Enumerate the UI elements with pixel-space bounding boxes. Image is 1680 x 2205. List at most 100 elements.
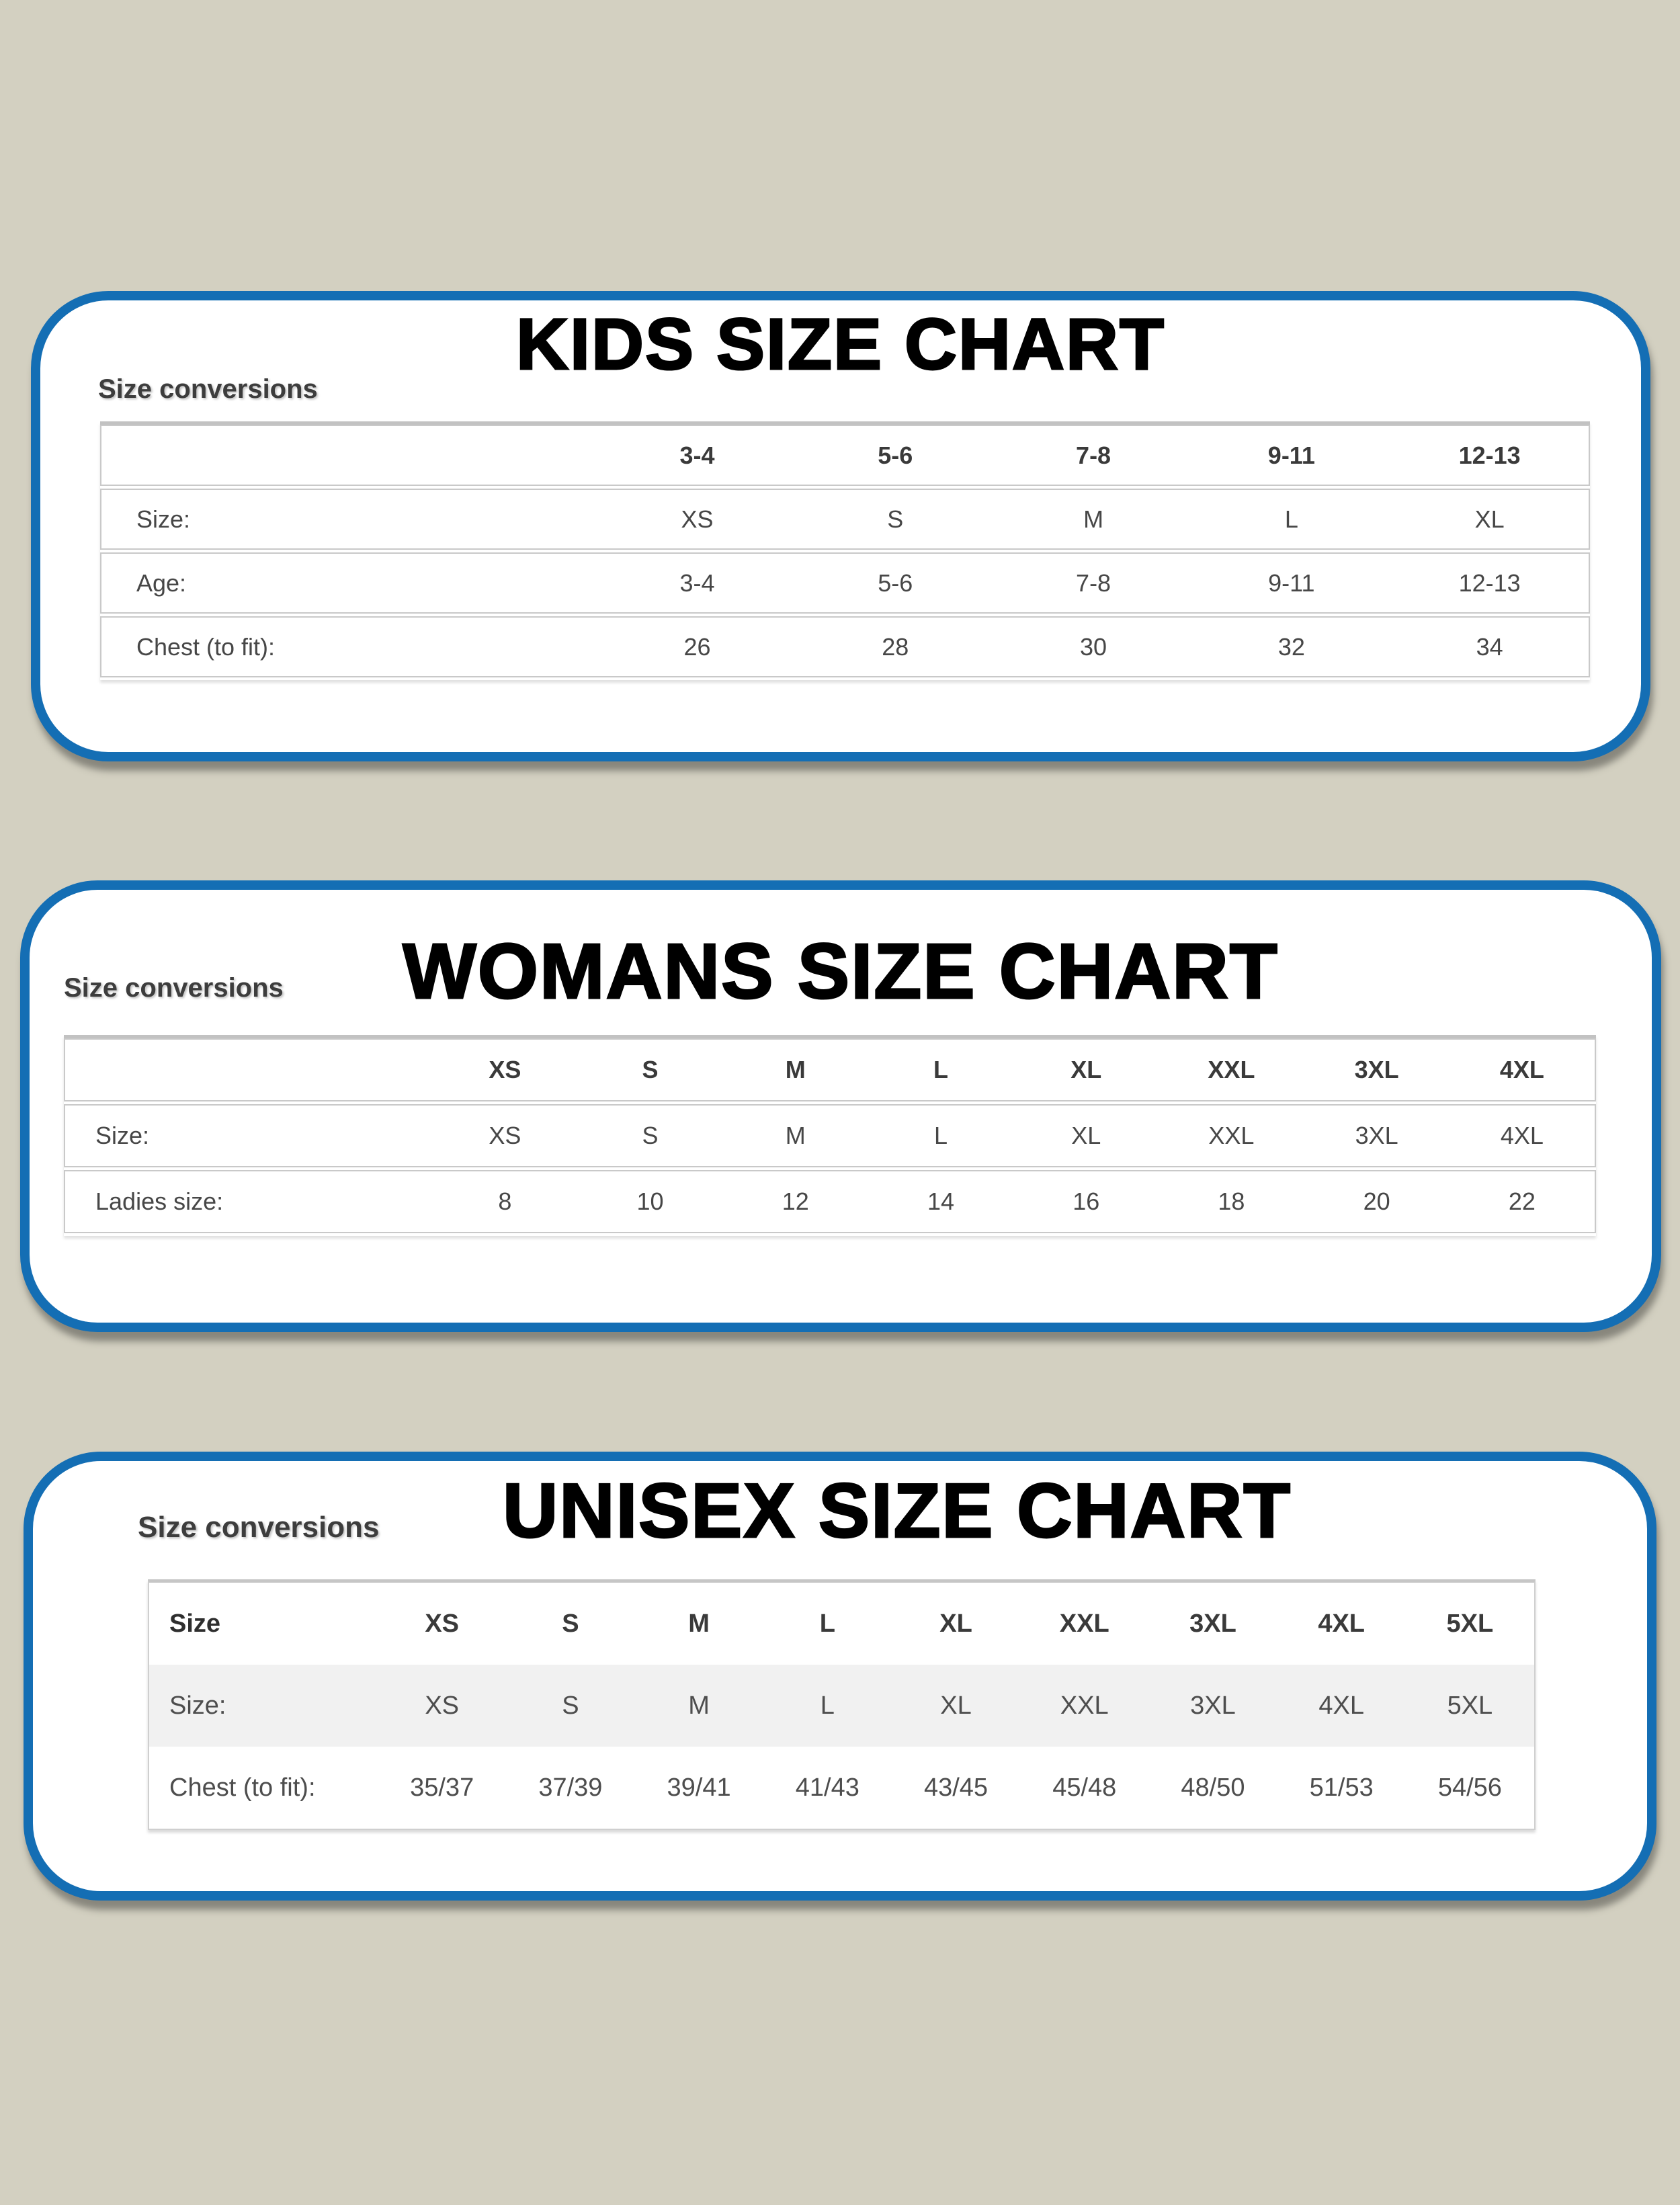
table-value-cell: 37/39 — [538, 1773, 603, 1802]
table-column-header: 3-4 — [679, 441, 715, 469]
row-label: Age: — [136, 569, 187, 597]
table-value-cell: 18 — [1218, 1188, 1245, 1215]
table-row: Chest (to fit): 26 28 30 32 34 — [100, 616, 1590, 677]
row-label: Size: — [136, 505, 191, 533]
table-value-cell: 39/41 — [667, 1773, 731, 1802]
table-value-cell: XL — [1474, 505, 1505, 533]
unisex-size-chart-card: UNISEX SIZE CHART Size conversions Size X… — [24, 1452, 1656, 1901]
table-row: Size: XS S M L XL XXL 3XL 4XL — [64, 1104, 1596, 1167]
table-row: Size: XS S M L XL XXL 3XL 4XL 5XL — [149, 1665, 1534, 1747]
table-value-cell: 10 — [636, 1188, 664, 1215]
table-header-row: XS S M L XL XXL 3XL 4XL — [64, 1038, 1596, 1101]
table-value-cell: S — [562, 1691, 579, 1720]
table-value-cell: 3XL — [1355, 1122, 1398, 1149]
table-value-cell: 30 — [1080, 632, 1107, 661]
table-column-header: 9-11 — [1267, 441, 1315, 469]
kids-size-chart-card: KIDS SIZE CHART Size conversions 3-4 5-6 7… — [31, 291, 1650, 761]
table-row: Size: XS S M L XL — [100, 489, 1590, 550]
table-value-cell: 34 — [1476, 632, 1503, 661]
table-row: Age: 3-4 5-6 7-8 9-11 12-13 — [100, 552, 1590, 614]
womans-size-chart-card: WOMANS SIZE CHART Size conversions XS S M L… — [20, 880, 1661, 1332]
row-label: Size: — [95, 1122, 150, 1149]
table-column-header: 12-13 — [1458, 441, 1521, 469]
table-column-header: 3XL — [1189, 1609, 1236, 1638]
table-value-cell: 12 — [782, 1188, 809, 1215]
table-value-cell: M — [785, 1122, 806, 1149]
table-column-header: L — [933, 1056, 948, 1083]
table-column-header: M — [688, 1609, 710, 1638]
table-value-cell: 3XL — [1190, 1691, 1236, 1720]
table-header-row: 3-4 5-6 7-8 9-11 12-13 — [100, 425, 1590, 486]
table-value-cell: 43/45 — [923, 1773, 989, 1802]
table-value-cell: XS — [425, 1691, 460, 1720]
table-value-cell: 4XL — [1500, 1122, 1544, 1149]
womans-size-conversions-label: Size conversions — [64, 973, 284, 1003]
table-column-header: 5XL — [1446, 1609, 1494, 1638]
unisex-size-conversions-label: Size conversions — [138, 1511, 380, 1544]
table-value-cell: M — [688, 1691, 710, 1720]
table-value-cell: 14 — [927, 1188, 955, 1215]
table-column-header: 5-6 — [878, 441, 913, 469]
row-label: Ladies size: — [95, 1188, 224, 1215]
table-value-cell: L — [1284, 505, 1298, 533]
table-value-cell: 28 — [882, 632, 909, 661]
table-header-row: Size XS S M L XL XXL 3XL 4XL 5XL — [149, 1583, 1534, 1665]
table-value-cell: XXL — [1060, 1691, 1109, 1720]
table-value-cell: XL — [940, 1691, 972, 1720]
table-value-cell: 51/53 — [1309, 1773, 1374, 1802]
row-label: Chest (to fit): — [169, 1773, 316, 1802]
table-value-cell: 35/37 — [410, 1773, 474, 1802]
table-column-header: 3XL — [1354, 1056, 1399, 1083]
unisex-size-table: Size XS S M L XL XXL 3XL 4XL 5XL Size: XS S M L XL XXL 3X… — [148, 1579, 1536, 1830]
table-column-header: S — [562, 1609, 579, 1638]
table-value-cell: 7-8 — [1076, 569, 1111, 597]
table-value-cell: 45/48 — [1052, 1773, 1117, 1802]
table-value-cell: M — [1083, 505, 1104, 533]
table-value-cell: 5-6 — [878, 569, 913, 597]
table-row: Ladies size: 8 10 12 14 16 18 20 22 — [64, 1170, 1596, 1233]
table-value-cell: 8 — [498, 1188, 512, 1215]
table-value-cell: S — [887, 505, 904, 533]
table-row: Chest (to fit): 35/37 37/39 39/41 41/43 43/45… — [149, 1747, 1534, 1829]
kids-chart-title: KIDS SIZE CHART — [515, 303, 1166, 385]
table-column-header: 7-8 — [1076, 441, 1111, 469]
table-value-cell: XS — [681, 505, 714, 533]
table-column-header: XXL — [1059, 1609, 1109, 1638]
table-value-cell: 20 — [1363, 1188, 1390, 1215]
womans-chart-title: WOMANS SIZE CHART — [402, 927, 1279, 1015]
table-value-cell: XL — [1071, 1122, 1101, 1149]
table-column-header: XL — [1070, 1056, 1102, 1083]
row-label: Chest (to fit): — [136, 632, 276, 661]
table-column-header: 4XL — [1499, 1056, 1544, 1083]
table-value-cell: L — [933, 1122, 948, 1149]
kids-size-table: 3-4 5-6 7-8 9-11 12-13 Size: XS S M L XL Age: 3-4 5-6… — [100, 421, 1590, 680]
table-value-cell: 41/43 — [795, 1773, 859, 1802]
table-value-cell: L — [820, 1691, 835, 1720]
table-column-header: XS — [489, 1056, 521, 1083]
table-value-cell: 9-11 — [1268, 569, 1315, 597]
table-value-cell: 22 — [1508, 1188, 1536, 1215]
table-value-cell: 4XL — [1318, 1691, 1364, 1720]
kids-size-conversions-label: Size conversions — [98, 374, 318, 404]
table-value-cell: XXL — [1208, 1122, 1255, 1149]
table-column-header: XS — [425, 1609, 460, 1638]
table-value-cell: 48/50 — [1181, 1773, 1245, 1802]
table-value-cell: 5XL — [1447, 1691, 1493, 1720]
table-value-cell: 16 — [1073, 1188, 1100, 1215]
table-column-header: 4XL — [1318, 1609, 1366, 1638]
womans-size-table: XS S M L XL XXL 3XL 4XL Size: XS S M L XL XXL 3XL 4XL Lad… — [64, 1035, 1596, 1236]
table-column-header: L — [819, 1609, 835, 1638]
table-value-cell: 12-13 — [1458, 569, 1521, 597]
table-column-header: S — [642, 1056, 659, 1083]
table-value-cell: 54/56 — [1437, 1773, 1502, 1802]
table-value-cell: 26 — [683, 632, 711, 661]
table-value-cell: 32 — [1277, 632, 1305, 661]
unisex-chart-title: UNISEX SIZE CHART — [501, 1468, 1292, 1554]
row-label: Size: — [169, 1691, 226, 1720]
table-value-cell: 3-4 — [679, 569, 715, 597]
table-value-cell: XS — [489, 1122, 521, 1149]
table-corner-cell: Size — [169, 1609, 221, 1638]
table-column-header: XXL — [1208, 1056, 1255, 1083]
table-column-header: M — [785, 1056, 806, 1083]
table-value-cell: S — [642, 1122, 659, 1149]
